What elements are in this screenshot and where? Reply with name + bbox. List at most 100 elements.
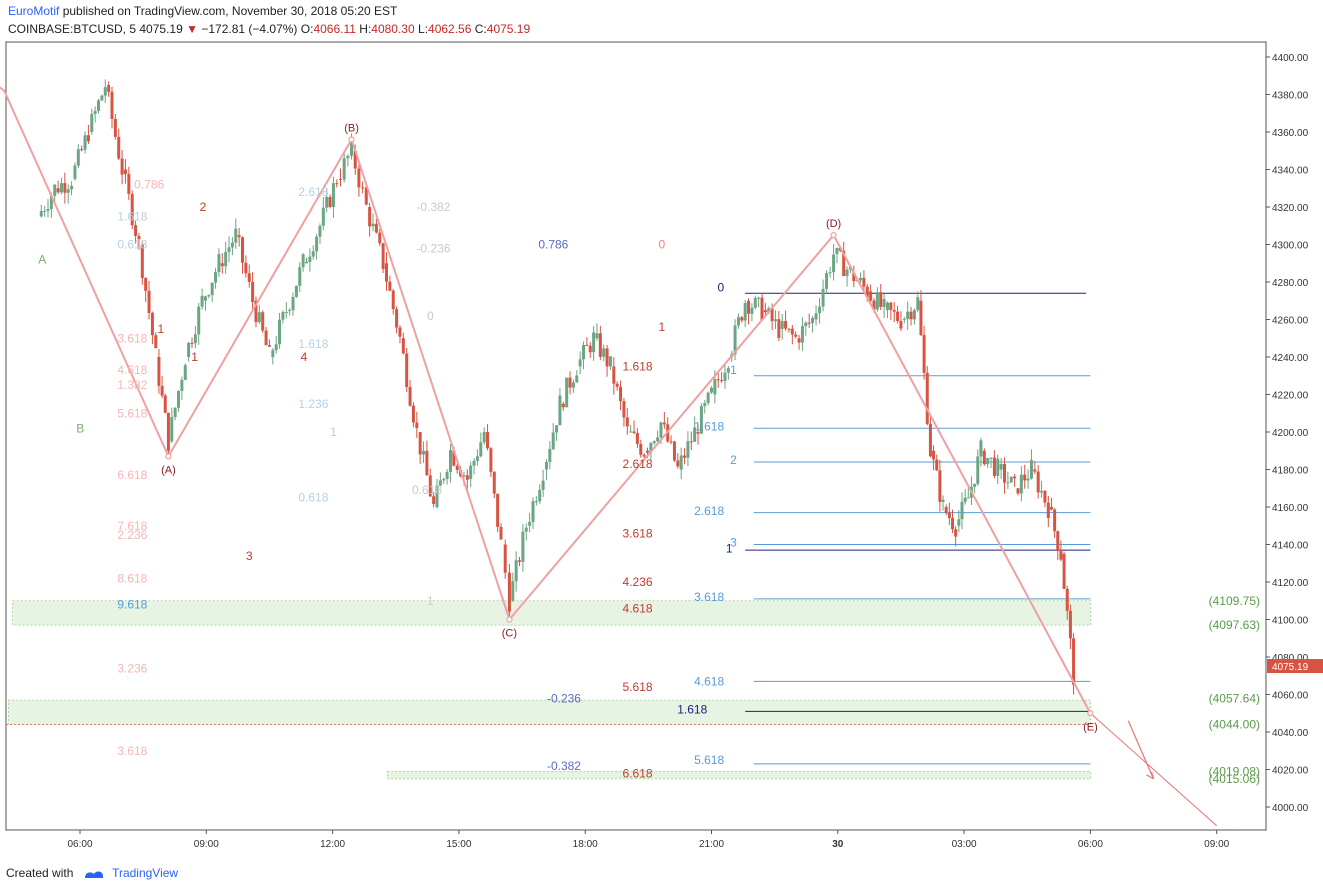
candle-body bbox=[154, 335, 158, 349]
fib-label: 6.618 bbox=[117, 468, 147, 482]
y-tick-label: 4160.00 bbox=[1272, 503, 1309, 514]
candle-body bbox=[889, 302, 893, 310]
candle-body bbox=[571, 382, 575, 388]
fib-label: 1 bbox=[659, 320, 666, 334]
x-tick-label: 06:00 bbox=[67, 839, 92, 850]
fib-label: 1.618 bbox=[677, 703, 707, 717]
candle-body bbox=[442, 478, 446, 481]
candle-body bbox=[828, 272, 832, 274]
candle-body bbox=[325, 196, 329, 208]
author-link[interactable]: EuroMotif bbox=[8, 4, 60, 18]
candle-body bbox=[716, 379, 720, 381]
candle-body bbox=[469, 465, 473, 479]
candle-body bbox=[284, 311, 288, 313]
candle-body bbox=[214, 272, 218, 283]
pivot-marker bbox=[165, 453, 172, 460]
candle-body bbox=[565, 377, 569, 408]
candle-body bbox=[568, 377, 572, 388]
candle-body bbox=[1036, 471, 1040, 493]
candle-body bbox=[659, 422, 663, 438]
low-label: L: bbox=[418, 22, 429, 36]
candle-body bbox=[234, 228, 238, 243]
fib-label: 1.618 bbox=[623, 359, 653, 373]
candle-body bbox=[364, 187, 368, 205]
candle-body bbox=[1043, 490, 1047, 503]
candle-body bbox=[534, 501, 538, 503]
fib-label: 4.618 bbox=[623, 601, 653, 615]
candle-body bbox=[1040, 490, 1044, 493]
y-tick-label: 4220.00 bbox=[1272, 391, 1309, 402]
candle-body bbox=[703, 403, 707, 407]
candle-body bbox=[773, 319, 777, 322]
tradingview-link[interactable]: TradingView bbox=[112, 866, 179, 880]
zone-price-label: (4019.08) bbox=[1209, 764, 1260, 778]
fib-label: 2 bbox=[200, 200, 207, 214]
candle-body bbox=[976, 456, 980, 484]
publish-line: EuroMotif published on TradingView.com, … bbox=[8, 4, 397, 18]
candle-body bbox=[800, 326, 804, 343]
candle-body bbox=[230, 242, 234, 248]
candle-body bbox=[328, 196, 332, 207]
candle-body bbox=[672, 441, 676, 461]
candle-body bbox=[193, 334, 197, 344]
fib-label: 0 bbox=[659, 238, 666, 252]
candle-body bbox=[608, 356, 612, 367]
candle-body bbox=[821, 288, 825, 307]
candle-body bbox=[686, 441, 690, 458]
candle-body bbox=[693, 427, 697, 442]
candle-body bbox=[438, 480, 442, 486]
candle-body bbox=[1003, 464, 1007, 483]
candle-body bbox=[615, 383, 619, 387]
down-arrow-icon: ▼ bbox=[186, 22, 198, 36]
fib-label: 8.618 bbox=[117, 571, 147, 585]
candle-body bbox=[896, 311, 900, 322]
candle-body bbox=[76, 149, 80, 166]
candle-body bbox=[652, 441, 656, 444]
candle-body bbox=[170, 417, 174, 442]
candle-body bbox=[346, 155, 350, 159]
candle-body bbox=[558, 395, 562, 426]
candle-body bbox=[391, 290, 395, 310]
candle-body bbox=[257, 312, 261, 323]
candle-body bbox=[190, 342, 194, 344]
candle-body bbox=[514, 560, 518, 582]
x-tick-label: 18:00 bbox=[573, 839, 598, 850]
candle-body bbox=[511, 581, 515, 601]
candle-body bbox=[814, 313, 818, 320]
candle-body bbox=[807, 322, 811, 324]
created-with-label: Created with bbox=[6, 866, 74, 880]
candle-body bbox=[743, 303, 747, 321]
candle-body bbox=[957, 519, 961, 526]
fib-label: 0.618 bbox=[298, 491, 328, 505]
candle-body bbox=[278, 319, 282, 345]
candle-body bbox=[445, 471, 449, 479]
fib-label: -0.236 bbox=[416, 241, 450, 255]
candle-body bbox=[311, 251, 315, 257]
y-tick-label: 4140.00 bbox=[1272, 541, 1309, 552]
y-tick-label: 4060.00 bbox=[1272, 691, 1309, 702]
y-tick-label: 4360.00 bbox=[1272, 128, 1309, 139]
fib-label: 3 bbox=[246, 549, 253, 563]
candle-body bbox=[582, 345, 586, 360]
fib-label: -0.382 bbox=[547, 759, 581, 773]
fib-label: -0.236 bbox=[547, 691, 581, 705]
fib-label: 1 bbox=[726, 541, 733, 555]
candle-body bbox=[938, 470, 942, 502]
candle-body bbox=[150, 312, 154, 336]
candle-body bbox=[835, 247, 839, 254]
candle-body bbox=[298, 267, 302, 286]
candle-body bbox=[757, 297, 761, 299]
y-tick-label: 4080.00 bbox=[1272, 653, 1309, 664]
x-tick-label: 06:00 bbox=[1078, 839, 1103, 850]
candle-body bbox=[733, 325, 737, 355]
candle-body bbox=[676, 460, 680, 467]
candle-body bbox=[635, 433, 639, 444]
candle-body bbox=[1062, 553, 1066, 589]
fib-label: 0 bbox=[427, 309, 434, 323]
fib-label: 2.618 bbox=[694, 504, 724, 518]
candle-body bbox=[342, 158, 346, 180]
pivot-marker bbox=[348, 136, 355, 143]
candle-body bbox=[575, 375, 579, 383]
wave-label: (B) bbox=[344, 123, 359, 135]
